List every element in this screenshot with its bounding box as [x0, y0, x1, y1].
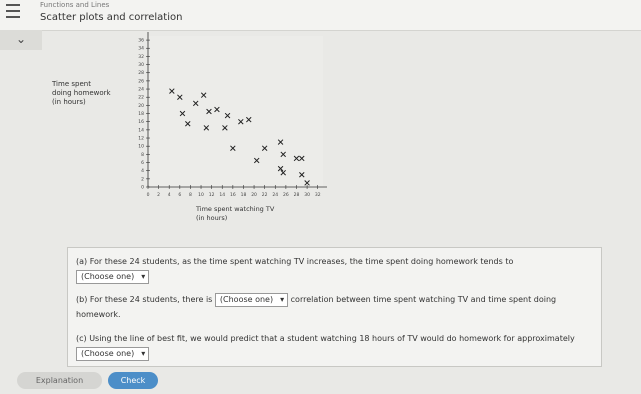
y-tick-label: 14 — [138, 127, 144, 133]
x-tick-label: 8 — [189, 192, 192, 198]
data-point — [230, 145, 236, 151]
question-text: correlation between time spent watching … — [76, 295, 557, 319]
y-tick-label: 12 — [138, 136, 144, 142]
dropdown[interactable]: (Choose one) — [214, 293, 289, 307]
data-point — [277, 139, 284, 145]
question-label: (c) — [76, 334, 87, 343]
x-tick-label: 20 — [251, 192, 257, 198]
data-point — [214, 106, 220, 113]
question-text: Using the line of best fit, we would pre… — [89, 334, 575, 343]
data-point — [224, 112, 231, 119]
question: (c) Using the line of best fit, we would… — [76, 331, 591, 361]
x-tick-label: 24 — [272, 192, 278, 198]
x-tick-label: 0 — [147, 192, 150, 198]
check-button[interactable]: Check — [108, 372, 158, 389]
y-tick-label: 2 — [141, 176, 144, 182]
data-point — [200, 92, 207, 98]
plot-area — [148, 36, 323, 187]
data-point — [192, 100, 199, 107]
question-label: (a) — [76, 257, 88, 266]
y-tick-label: 28 — [138, 70, 144, 76]
y-tick-label: 20 — [138, 103, 144, 109]
data-point — [179, 110, 186, 117]
y-axis-label: Time spent — [51, 80, 91, 88]
y-tick-label: 6 — [141, 160, 144, 166]
y-axis-label: (in hours) — [52, 98, 86, 106]
data-point — [238, 118, 244, 125]
y-tick-label: 24 — [138, 87, 144, 93]
data-point — [203, 125, 210, 131]
top-bar: Functions and Lines Scatter plots and co… — [0, 0, 641, 31]
x-tick-label: 4 — [168, 192, 171, 198]
data-point — [304, 180, 310, 186]
data-point — [277, 165, 284, 172]
x-axis-label: (in hours) — [196, 214, 227, 222]
x-axis-label: Time spent watching TV — [195, 205, 275, 213]
data-point — [261, 145, 268, 151]
data-point — [299, 172, 305, 178]
x-tick-label: 22 — [262, 192, 268, 198]
y-tick-label: 32 — [138, 54, 144, 60]
explanation-button[interactable]: Explanation — [17, 372, 102, 389]
collapse-button[interactable]: ⌄ — [0, 30, 42, 50]
x-tick-label: 2 — [157, 192, 160, 198]
x-tick-label: 28 — [294, 192, 300, 198]
data-point — [206, 108, 212, 115]
x-tick-label: 26 — [283, 192, 289, 198]
y-tick-label: 0 — [141, 185, 144, 191]
question: (a) For these 24 students, as the time s… — [76, 254, 591, 284]
y-tick-label: 30 — [138, 62, 144, 68]
y-tick-label: 22 — [138, 95, 144, 101]
y-tick-label: 34 — [138, 46, 144, 52]
y-axis-label: doing homework — [52, 89, 112, 97]
question: (b) For these 24 students, there is (Cho… — [76, 292, 591, 322]
x-tick-label: 30 — [304, 192, 310, 198]
data-point — [246, 116, 252, 123]
y-tick-label: 36 — [138, 38, 144, 44]
x-tick-label: 6 — [178, 192, 181, 198]
page-title: Scatter plots and correlation — [40, 12, 183, 23]
menu-button[interactable] — [6, 4, 20, 18]
question-text: For these 24 students, as the time spent… — [89, 257, 514, 266]
dropdown[interactable]: (Choose one) — [76, 270, 150, 284]
x-tick-label: 10 — [198, 192, 204, 198]
y-tick-label: 4 — [141, 168, 144, 174]
x-tick-label: 18 — [241, 192, 247, 198]
data-point — [177, 94, 183, 100]
data-point — [253, 157, 260, 164]
x-tick-label: 32 — [315, 192, 321, 198]
question-box: (a) For these 24 students, as the time s… — [67, 247, 602, 367]
data-point — [299, 155, 305, 162]
data-point — [280, 169, 286, 176]
data-point — [169, 88, 175, 94]
data-point — [185, 120, 191, 127]
data-point — [222, 125, 228, 131]
y-tick-label: 26 — [138, 78, 144, 84]
y-tick-label: 8 — [141, 152, 144, 158]
dropdown[interactable]: (Choose one) — [76, 347, 150, 361]
breadcrumb: Functions and Lines — [40, 1, 110, 9]
x-tick-label: 16 — [230, 192, 236, 198]
x-tick-label: 12 — [209, 192, 215, 198]
data-point — [293, 155, 300, 162]
y-tick-label: 16 — [138, 119, 144, 125]
y-tick-label: 10 — [138, 144, 144, 150]
question-text: For these 24 students, there is — [89, 295, 213, 304]
data-point — [280, 151, 286, 158]
y-tick-label: 18 — [138, 111, 144, 117]
question-label: (b) — [76, 295, 88, 304]
x-tick-label: 14 — [219, 192, 225, 198]
